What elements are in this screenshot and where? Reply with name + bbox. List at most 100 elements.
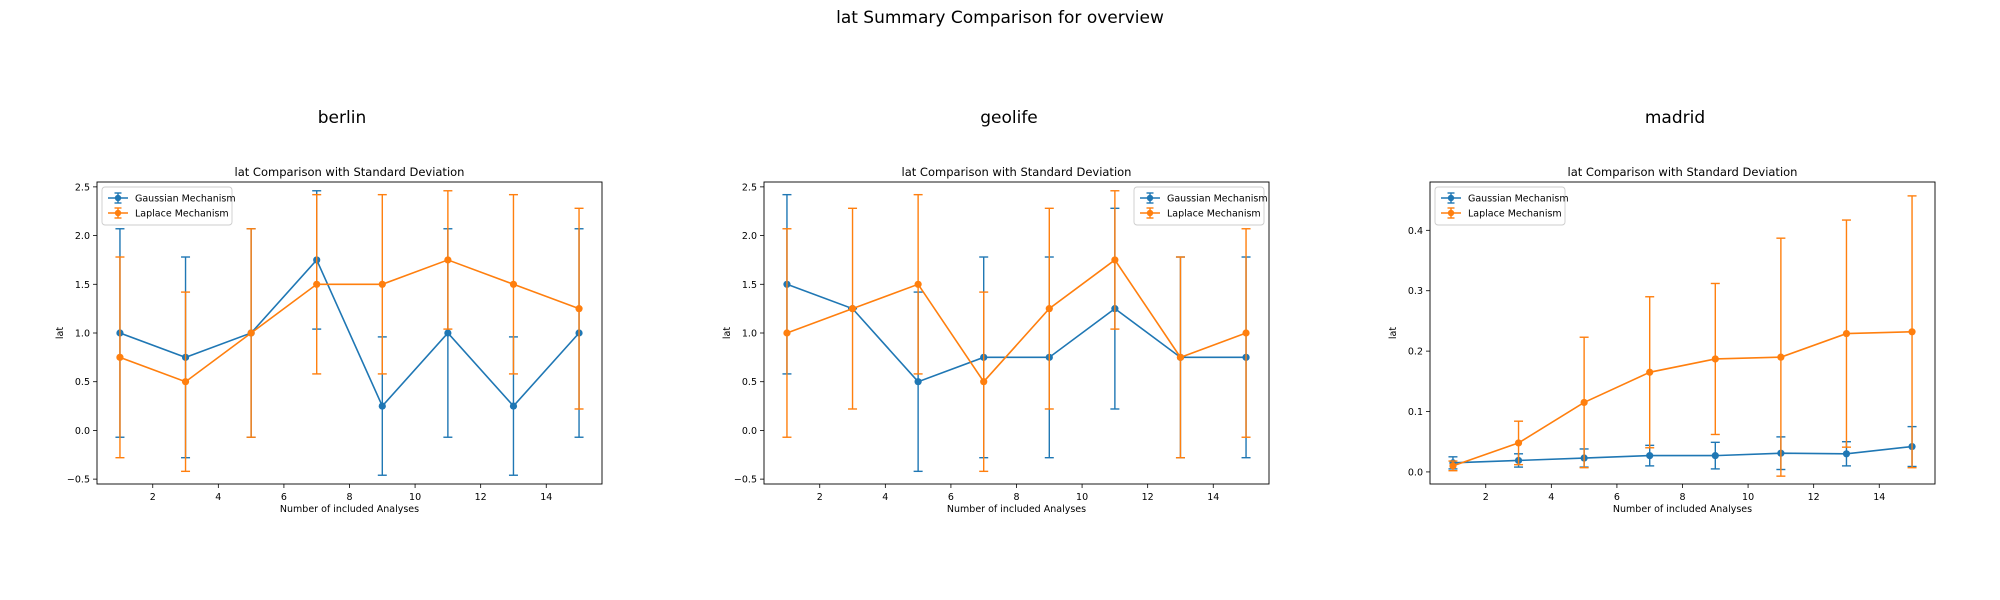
legend-box bbox=[1434, 186, 1566, 226]
x-tick-label: 12 bbox=[1808, 492, 1820, 503]
series-line bbox=[786, 258, 1247, 384]
legend-marker bbox=[1146, 209, 1154, 217]
x-tick-label: 4 bbox=[1548, 492, 1554, 503]
x-tick-label: 10 bbox=[409, 492, 421, 503]
legend-box bbox=[101, 186, 233, 226]
x-tick-label: 10 bbox=[1076, 492, 1088, 503]
data-point bbox=[444, 329, 452, 337]
data-point bbox=[1646, 452, 1654, 460]
plot-frame bbox=[96, 181, 603, 485]
series-line bbox=[119, 258, 580, 408]
y-tick-label: 0.4 bbox=[1408, 226, 1423, 237]
legend-marker bbox=[1447, 209, 1455, 217]
legend-label: Laplace Mechanism bbox=[135, 209, 229, 220]
legend-marker bbox=[1447, 194, 1455, 202]
legend: Gaussian Mechanism Laplace Mechanism bbox=[101, 186, 236, 226]
data-point bbox=[509, 280, 518, 288]
data-point bbox=[848, 305, 857, 313]
legend-marker bbox=[114, 194, 122, 202]
y-tick-label: 2.5 bbox=[75, 182, 90, 193]
data-point bbox=[1711, 355, 1719, 363]
y-axis-label: lat bbox=[55, 327, 66, 339]
figure-title: lat Summary Comparison for overview bbox=[836, 8, 1164, 28]
y-tick-label: 0.0 bbox=[1408, 467, 1423, 478]
legend-marker bbox=[1146, 194, 1154, 202]
series-laplace bbox=[115, 190, 584, 473]
y-tick-label: 0.5 bbox=[742, 377, 757, 388]
x-tick-label: 6 bbox=[281, 492, 287, 503]
data-point bbox=[1045, 305, 1053, 313]
y-tick-label: 0.0 bbox=[75, 426, 90, 437]
data-point bbox=[1842, 450, 1851, 458]
panel-title-geolife: geolife bbox=[980, 108, 1038, 128]
y-tick-label: −0.5 bbox=[67, 475, 90, 486]
y-tick-label: 0.5 bbox=[75, 377, 90, 388]
series-laplace bbox=[1448, 195, 1917, 477]
data-point bbox=[444, 256, 452, 264]
y-tick-label: 0.1 bbox=[1408, 407, 1423, 418]
data-point bbox=[313, 280, 321, 288]
y-tick-label: 0.0 bbox=[742, 426, 757, 437]
y-tick-label: −0.5 bbox=[734, 475, 757, 486]
x-tick-label: 2 bbox=[1483, 492, 1489, 503]
legend-marker bbox=[114, 209, 122, 217]
series-line bbox=[119, 259, 580, 383]
series-line bbox=[1452, 330, 1913, 467]
x-tick-label: 6 bbox=[948, 492, 954, 503]
axes-title: lat Comparison with Standard Deviation bbox=[235, 165, 465, 179]
x-tick-label: 8 bbox=[1679, 492, 1685, 503]
data-point bbox=[1908, 328, 1916, 336]
series-laplace bbox=[782, 190, 1251, 473]
subplot-madrid: lat Comparison with Standard Deviation 2 4… bbox=[1388, 165, 1936, 515]
series-line bbox=[786, 283, 1247, 383]
x-axis-label: Number of included Analyses bbox=[280, 504, 419, 515]
data-point bbox=[378, 280, 386, 288]
y-tick-label: 1.5 bbox=[742, 280, 757, 291]
series-line bbox=[1452, 445, 1913, 464]
data-point bbox=[1777, 353, 1785, 361]
data-point bbox=[1842, 330, 1851, 338]
legend-label: Gaussian Mechanism bbox=[135, 194, 236, 205]
data-point bbox=[247, 329, 255, 337]
data-point bbox=[509, 402, 518, 410]
x-tick-label: 12 bbox=[1142, 492, 1154, 503]
x-tick-label: 10 bbox=[1742, 492, 1754, 503]
data-point bbox=[378, 402, 386, 410]
data-point bbox=[1580, 398, 1588, 407]
y-axis-label: lat bbox=[1388, 327, 1399, 339]
data-point bbox=[980, 378, 988, 386]
x-axis-label: Number of included Analyses bbox=[947, 504, 1086, 515]
axes-title: lat Comparison with Standard Deviation bbox=[902, 165, 1132, 179]
data-point bbox=[181, 378, 190, 386]
x-axis-label: Number of included Analyses bbox=[1613, 504, 1752, 515]
x-tick-label: 6 bbox=[1614, 492, 1620, 503]
y-tick-label: 1.0 bbox=[742, 329, 757, 340]
panel-title-berlin: berlin bbox=[317, 108, 367, 128]
x-tick-label: 2 bbox=[150, 492, 156, 503]
y-tick-label: 2.5 bbox=[742, 182, 757, 193]
data-point bbox=[116, 353, 124, 361]
legend-label: Laplace Mechanism bbox=[1468, 209, 1562, 220]
data-point bbox=[1176, 353, 1185, 361]
x-tick-label: 12 bbox=[475, 492, 487, 503]
y-tick-label: 1.5 bbox=[75, 280, 90, 291]
legend: Gaussian Mechanism Laplace Mechanism bbox=[1434, 186, 1569, 226]
y-tick-label: 2.0 bbox=[75, 231, 90, 242]
x-tick-label: 4 bbox=[215, 492, 221, 503]
y-tick-label: 2.0 bbox=[742, 231, 757, 242]
data-point bbox=[914, 280, 922, 288]
x-tick-label: 4 bbox=[882, 492, 888, 503]
data-point bbox=[914, 378, 922, 386]
y-tick-label: 0.2 bbox=[1408, 347, 1423, 358]
subplot-geolife: lat Comparison with Standard Deviation 2 4… bbox=[722, 165, 1270, 515]
x-tick-label: 8 bbox=[1013, 492, 1019, 503]
legend: Gaussian Mechanism Laplace Mechanism bbox=[1133, 186, 1268, 226]
x-tick-label: 14 bbox=[1207, 492, 1219, 503]
x-tick-label: 8 bbox=[346, 492, 352, 503]
legend-label: Gaussian Mechanism bbox=[1468, 194, 1569, 205]
data-point bbox=[1449, 462, 1457, 470]
y-tick-label: 1.0 bbox=[75, 329, 90, 340]
legend-label: Gaussian Mechanism bbox=[1167, 194, 1268, 205]
